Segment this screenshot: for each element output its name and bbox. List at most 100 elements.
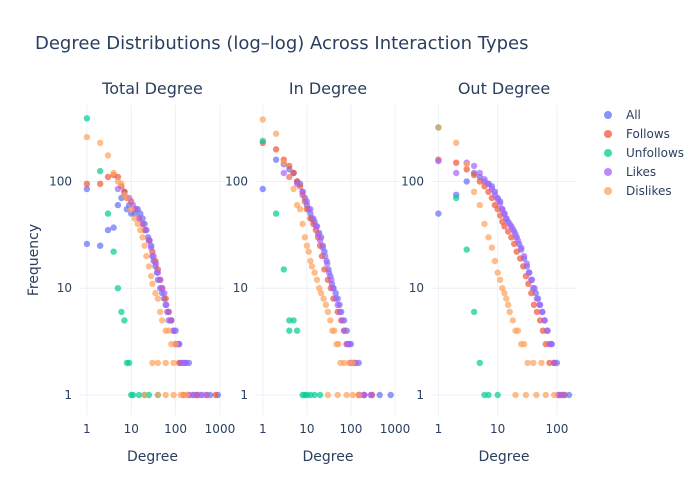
data-point-likes	[541, 317, 548, 324]
data-point-likes	[533, 295, 541, 302]
data-point-dislikes	[172, 340, 179, 348]
data-point-dislikes	[301, 234, 309, 241]
data-point-likes	[514, 237, 522, 244]
data-point-likes	[170, 327, 177, 334]
data-point-dislikes	[530, 359, 537, 367]
data-point-follows	[533, 308, 541, 316]
x-tick-label: 10	[124, 422, 139, 436]
data-point-dislikes	[272, 130, 280, 137]
x-axis-label-in-degree: Degree	[303, 449, 354, 465]
data-point-dislikes	[149, 359, 156, 367]
data-point-follows	[501, 223, 508, 230]
panel-out-degree: 1 10 100 1 10 100 Out Degree Degree	[401, 79, 576, 465]
data-point-unfollows	[110, 248, 117, 255]
legend-item-dislikes[interactable]: Dislikes	[603, 181, 684, 200]
y-tick-label: 100	[401, 174, 424, 188]
data-point-dislikes	[538, 359, 545, 367]
data-point-dislikes	[481, 220, 488, 228]
data-point-dislikes	[343, 391, 350, 399]
legend-item-follows[interactable]: Follows	[603, 124, 684, 143]
data-point-dislikes	[154, 295, 162, 302]
data-point-dislikes	[488, 244, 496, 251]
data-point-likes	[147, 244, 155, 251]
data-point-likes	[551, 359, 558, 367]
data-point-follows	[321, 266, 328, 273]
data-point-dislikes	[296, 206, 304, 213]
data-point-dislikes	[503, 295, 510, 302]
data-point-likes	[168, 317, 175, 324]
data-point-dislikes	[509, 317, 516, 324]
data-point-likes	[503, 215, 510, 222]
data-point-dislikes	[506, 308, 513, 316]
legend-item-all[interactable]: All	[603, 105, 684, 124]
data-point-dislikes	[118, 180, 125, 187]
series-dislikes	[435, 124, 558, 399]
series-unfollows	[83, 115, 162, 399]
data-point-likes	[114, 185, 122, 193]
y-tick-label: 1	[64, 388, 72, 402]
data-point-likes	[293, 180, 301, 187]
legend-item-likes[interactable]: Likes	[603, 162, 684, 181]
data-point-unfollows	[470, 308, 478, 316]
data-point-likes	[548, 340, 555, 348]
data-point-dislikes	[501, 289, 508, 297]
data-point-all	[463, 178, 470, 185]
data-point-likes	[280, 169, 287, 177]
data-point-dislikes	[316, 285, 323, 292]
data-point-unfollows	[126, 359, 133, 367]
data-point-likes	[161, 289, 168, 297]
data-point-likes	[509, 225, 516, 232]
data-point-follows	[536, 317, 544, 324]
data-point-likes	[139, 220, 146, 228]
data-point-likes	[303, 198, 311, 205]
data-point-likes	[310, 215, 317, 222]
data-point-follows	[528, 289, 535, 297]
series-likes	[114, 185, 210, 399]
data-point-likes	[330, 285, 337, 292]
data-point-dislikes	[141, 242, 148, 249]
data-point-likes	[324, 260, 331, 267]
y-tick-label: 1	[240, 388, 248, 402]
data-point-dislikes	[159, 317, 166, 324]
data-point-dislikes	[308, 263, 316, 270]
data-point-unfollows	[280, 266, 287, 273]
data-point-unfollows	[129, 391, 137, 399]
data-point-dislikes	[504, 301, 512, 308]
data-point-follows	[542, 340, 549, 348]
data-point-likes	[150, 252, 157, 260]
data-point-likes	[314, 231, 322, 238]
data-point-likes	[196, 391, 203, 399]
data-point-unfollows	[286, 327, 293, 334]
data-point-dislikes	[305, 248, 312, 255]
x-tick-label: 1000	[380, 422, 411, 436]
legend[interactable]: All Follows Unfollows Likes Dislikes	[603, 105, 684, 200]
data-point-unfollows	[259, 137, 266, 145]
data-point-likes	[518, 244, 525, 251]
data-point-likes	[485, 180, 492, 187]
data-point-dislikes	[334, 391, 341, 399]
subplot-title-in-degree: In Degree	[289, 79, 367, 98]
data-point-dislikes	[259, 116, 266, 123]
data-point-dislikes	[491, 257, 499, 265]
data-point-follows	[494, 206, 501, 213]
legend-marker-likes	[604, 167, 612, 176]
data-point-all	[83, 185, 91, 193]
data-point-likes	[520, 252, 528, 260]
legend-label-follows: Follows	[626, 126, 670, 141]
y-tick-label: 10	[233, 281, 248, 295]
data-point-likes	[488, 185, 496, 193]
data-point-likes	[203, 391, 210, 399]
data-point-dislikes	[149, 280, 156, 287]
data-point-dislikes	[170, 359, 177, 367]
data-point-unfollows	[118, 308, 125, 316]
data-point-unfollows	[485, 391, 492, 399]
data-point-unfollows	[316, 391, 324, 399]
data-point-likes	[163, 301, 170, 308]
data-point-dislikes	[162, 359, 169, 367]
data-point-dislikes	[496, 276, 504, 283]
data-point-unfollows	[476, 359, 483, 367]
data-point-dislikes	[137, 226, 144, 234]
legend-item-unfollows[interactable]: Unfollows	[603, 143, 684, 162]
data-point-likes	[536, 301, 543, 308]
